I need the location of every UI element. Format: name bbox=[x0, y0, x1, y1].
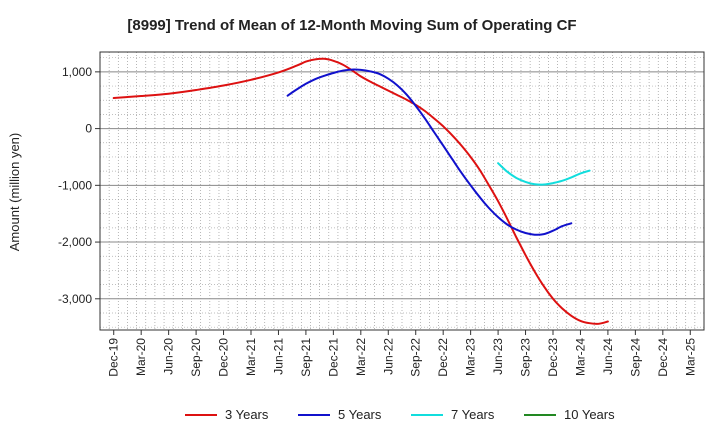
x-tick-label: Sep-23 bbox=[519, 338, 533, 377]
y-tick-label: -2,000 bbox=[58, 235, 92, 249]
y-axis-ticks: 1,000 0 -1,000 -2,000 -3,000 bbox=[58, 65, 100, 306]
series-lines bbox=[112, 57, 609, 325]
x-tick-label: Sep-20 bbox=[189, 338, 203, 377]
x-tick-label: Mar-22 bbox=[354, 338, 368, 376]
x-tick-label: Jun-23 bbox=[491, 338, 505, 375]
x-tick-label: Sep-24 bbox=[628, 338, 642, 377]
x-tick-label: Jun-24 bbox=[601, 338, 615, 375]
x-tick-label: Mar-25 bbox=[683, 338, 697, 376]
x-tick-label: Mar-21 bbox=[244, 338, 258, 376]
x-tick-label: Dec-21 bbox=[326, 338, 340, 377]
y-axis-label: Amount (million yen) bbox=[7, 133, 22, 252]
x-tick-label: Mar-23 bbox=[464, 338, 478, 376]
y-tick-label: -1,000 bbox=[58, 178, 92, 192]
x-tick-label: Jun-21 bbox=[271, 338, 285, 375]
series-line-5-years bbox=[286, 68, 573, 236]
x-tick-label: Dec-19 bbox=[107, 338, 121, 377]
legend: 3 Years 5 Years 7 Years 10 Years bbox=[185, 407, 615, 422]
x-tick-label: Dec-23 bbox=[546, 338, 560, 377]
series-line-3-years bbox=[112, 57, 609, 325]
legend-label: 7 Years bbox=[451, 407, 495, 422]
x-tick-label: Jun-22 bbox=[381, 338, 395, 375]
y-tick-label: 0 bbox=[85, 122, 92, 136]
legend-label: 5 Years bbox=[338, 407, 382, 422]
x-tick-label: Dec-20 bbox=[217, 338, 231, 377]
y-tick-label: 1,000 bbox=[62, 65, 92, 79]
x-tick-label: Mar-20 bbox=[134, 338, 148, 376]
y-tick-label: -3,000 bbox=[58, 292, 92, 306]
x-axis-ticks: Dec-19 Mar-20 Jun-20 Sep-20 Dec-20 Mar-21 Jun-… bbox=[107, 330, 697, 377]
x-tick-label: Mar-24 bbox=[573, 338, 587, 376]
plot-frame bbox=[99, 51, 705, 331]
x-tick-label: Dec-22 bbox=[436, 338, 450, 377]
legend-label: 3 Years bbox=[225, 407, 269, 422]
grid bbox=[100, 52, 704, 330]
x-tick-label: Sep-22 bbox=[409, 338, 423, 377]
x-tick-label: Dec-24 bbox=[656, 338, 670, 377]
series-line-7-years bbox=[497, 162, 591, 186]
x-tick-label: Jun-20 bbox=[162, 338, 176, 375]
legend-label: 10 Years bbox=[564, 407, 615, 422]
chart-title: [8999] Trend of Mean of 12-Month Moving … bbox=[127, 17, 576, 34]
x-tick-label: Sep-21 bbox=[299, 338, 313, 377]
